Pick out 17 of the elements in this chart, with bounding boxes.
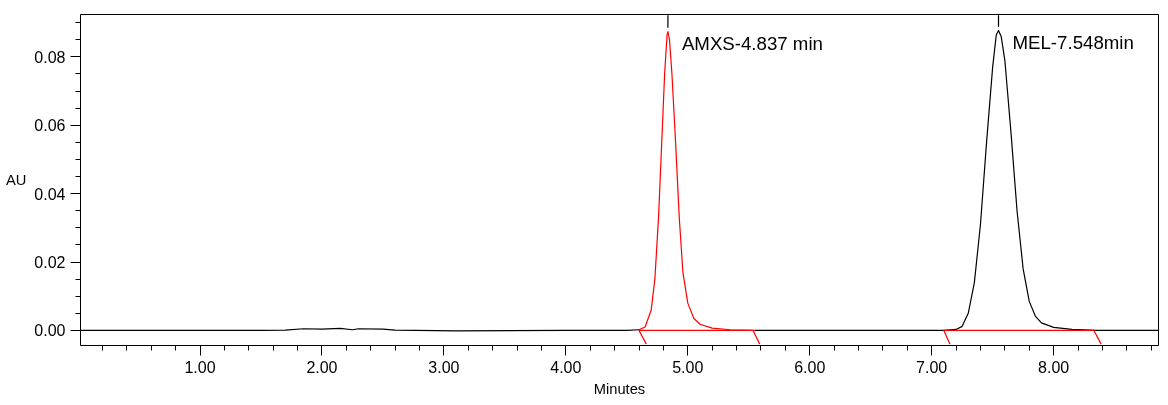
annotation: AMXS-4.837 min: [681, 32, 823, 54]
y-tick-label: 0.06: [34, 117, 66, 135]
x-tick-label: 5.00: [672, 358, 704, 376]
x-axis-title: Minutes: [593, 380, 646, 397]
x-tick-label: 6.00: [794, 358, 826, 376]
y-tick-label: 0.00: [34, 322, 66, 340]
y-tick-label: 0.02: [34, 254, 66, 272]
x-tick-label: 4.00: [550, 358, 582, 376]
x-tick-label: 1.00: [184, 358, 216, 376]
y-tick-label: 0.04: [34, 185, 66, 203]
y-axis-title: AU: [6, 172, 27, 188]
annotation: MEL-7.548min: [1012, 31, 1134, 53]
x-tick-label: 3.00: [428, 358, 460, 376]
x-tick-label: 7.00: [916, 358, 948, 376]
x-tick-label: 8.00: [1038, 358, 1070, 376]
y-tick-label: 0.08: [34, 48, 66, 66]
x-tick-label: 2.00: [306, 358, 338, 376]
